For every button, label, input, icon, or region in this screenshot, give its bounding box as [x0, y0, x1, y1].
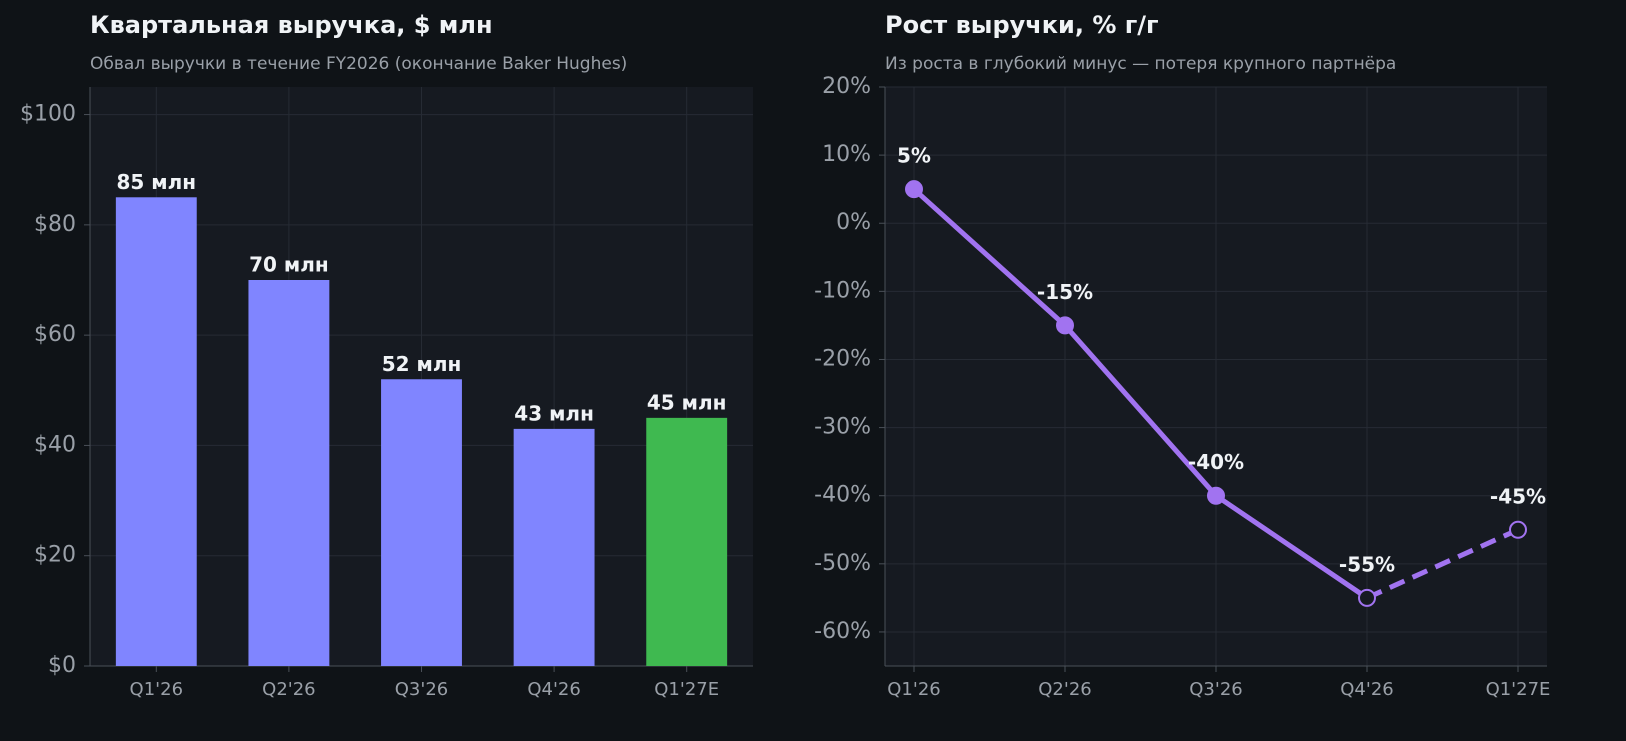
- bar: [248, 280, 330, 666]
- y-tick-label: 0%: [836, 210, 871, 235]
- x-tick-label: Q1'26: [887, 679, 940, 700]
- bar: [381, 379, 462, 666]
- x-tick-label: Q4'26: [527, 679, 580, 700]
- bar: [646, 417, 728, 666]
- point: [1056, 316, 1074, 335]
- y-tick-label: $20: [34, 543, 76, 568]
- value-label: -15%: [1037, 280, 1093, 304]
- y-tick-label: -10%: [814, 278, 871, 303]
- bar: [115, 197, 197, 667]
- x-tick-label: Q2'26: [262, 679, 315, 700]
- y-tick-label: -40%: [814, 483, 871, 508]
- y-tick-label: $60: [34, 322, 76, 347]
- value-label: 85 млн: [116, 170, 196, 194]
- point: [1509, 520, 1527, 539]
- point: [1358, 588, 1376, 607]
- x-tick-label: Q1'27E: [654, 679, 719, 700]
- chart-subtitle: Из роста в глубокий минус — потеря крупн…: [885, 54, 1396, 74]
- value-label: 43 млн: [514, 401, 594, 425]
- x-tick-label: Q4'26: [1340, 679, 1393, 700]
- value-label: -55%: [1339, 552, 1395, 576]
- x-tick-label: Q3'26: [395, 679, 448, 700]
- x-tick-label: Q2'26: [1038, 679, 1091, 700]
- value-label: 5%: [897, 144, 931, 168]
- bar: [513, 428, 595, 666]
- value-label: 70 млн: [249, 253, 329, 277]
- y-tick-label: 10%: [822, 142, 871, 167]
- y-tick-label: -50%: [814, 551, 871, 576]
- y-tick-label: -30%: [814, 415, 871, 440]
- value-label: -40%: [1188, 450, 1244, 474]
- y-tick-label: $40: [34, 432, 76, 457]
- point: [1207, 486, 1225, 505]
- chart-title: Квартальная выручка, $ млн: [90, 11, 493, 39]
- value-label: 45 млн: [647, 390, 727, 414]
- y-tick-label: 20%: [822, 74, 871, 99]
- x-tick-label: Q3'26: [1189, 679, 1242, 700]
- chart-subtitle: Обвал выручки в течение FY2026 (окончани…: [90, 54, 627, 74]
- x-tick-label: Q1'27E: [1486, 679, 1551, 700]
- line: [912, 187, 1369, 600]
- y-tick-label: $80: [34, 212, 76, 237]
- value-label: -45%: [1490, 484, 1546, 508]
- value-label: 52 млн: [382, 352, 462, 376]
- x-tick-label: Q1'26: [130, 679, 183, 700]
- y-tick-label: $100: [20, 102, 76, 127]
- point: [905, 180, 923, 199]
- y-tick-label: $0: [48, 653, 76, 678]
- y-tick-label: -20%: [814, 346, 871, 371]
- chart-title: Рост выручки, % г/г: [885, 11, 1159, 39]
- y-tick-label: -60%: [814, 619, 871, 644]
- forecast-line: [1365, 527, 1520, 601]
